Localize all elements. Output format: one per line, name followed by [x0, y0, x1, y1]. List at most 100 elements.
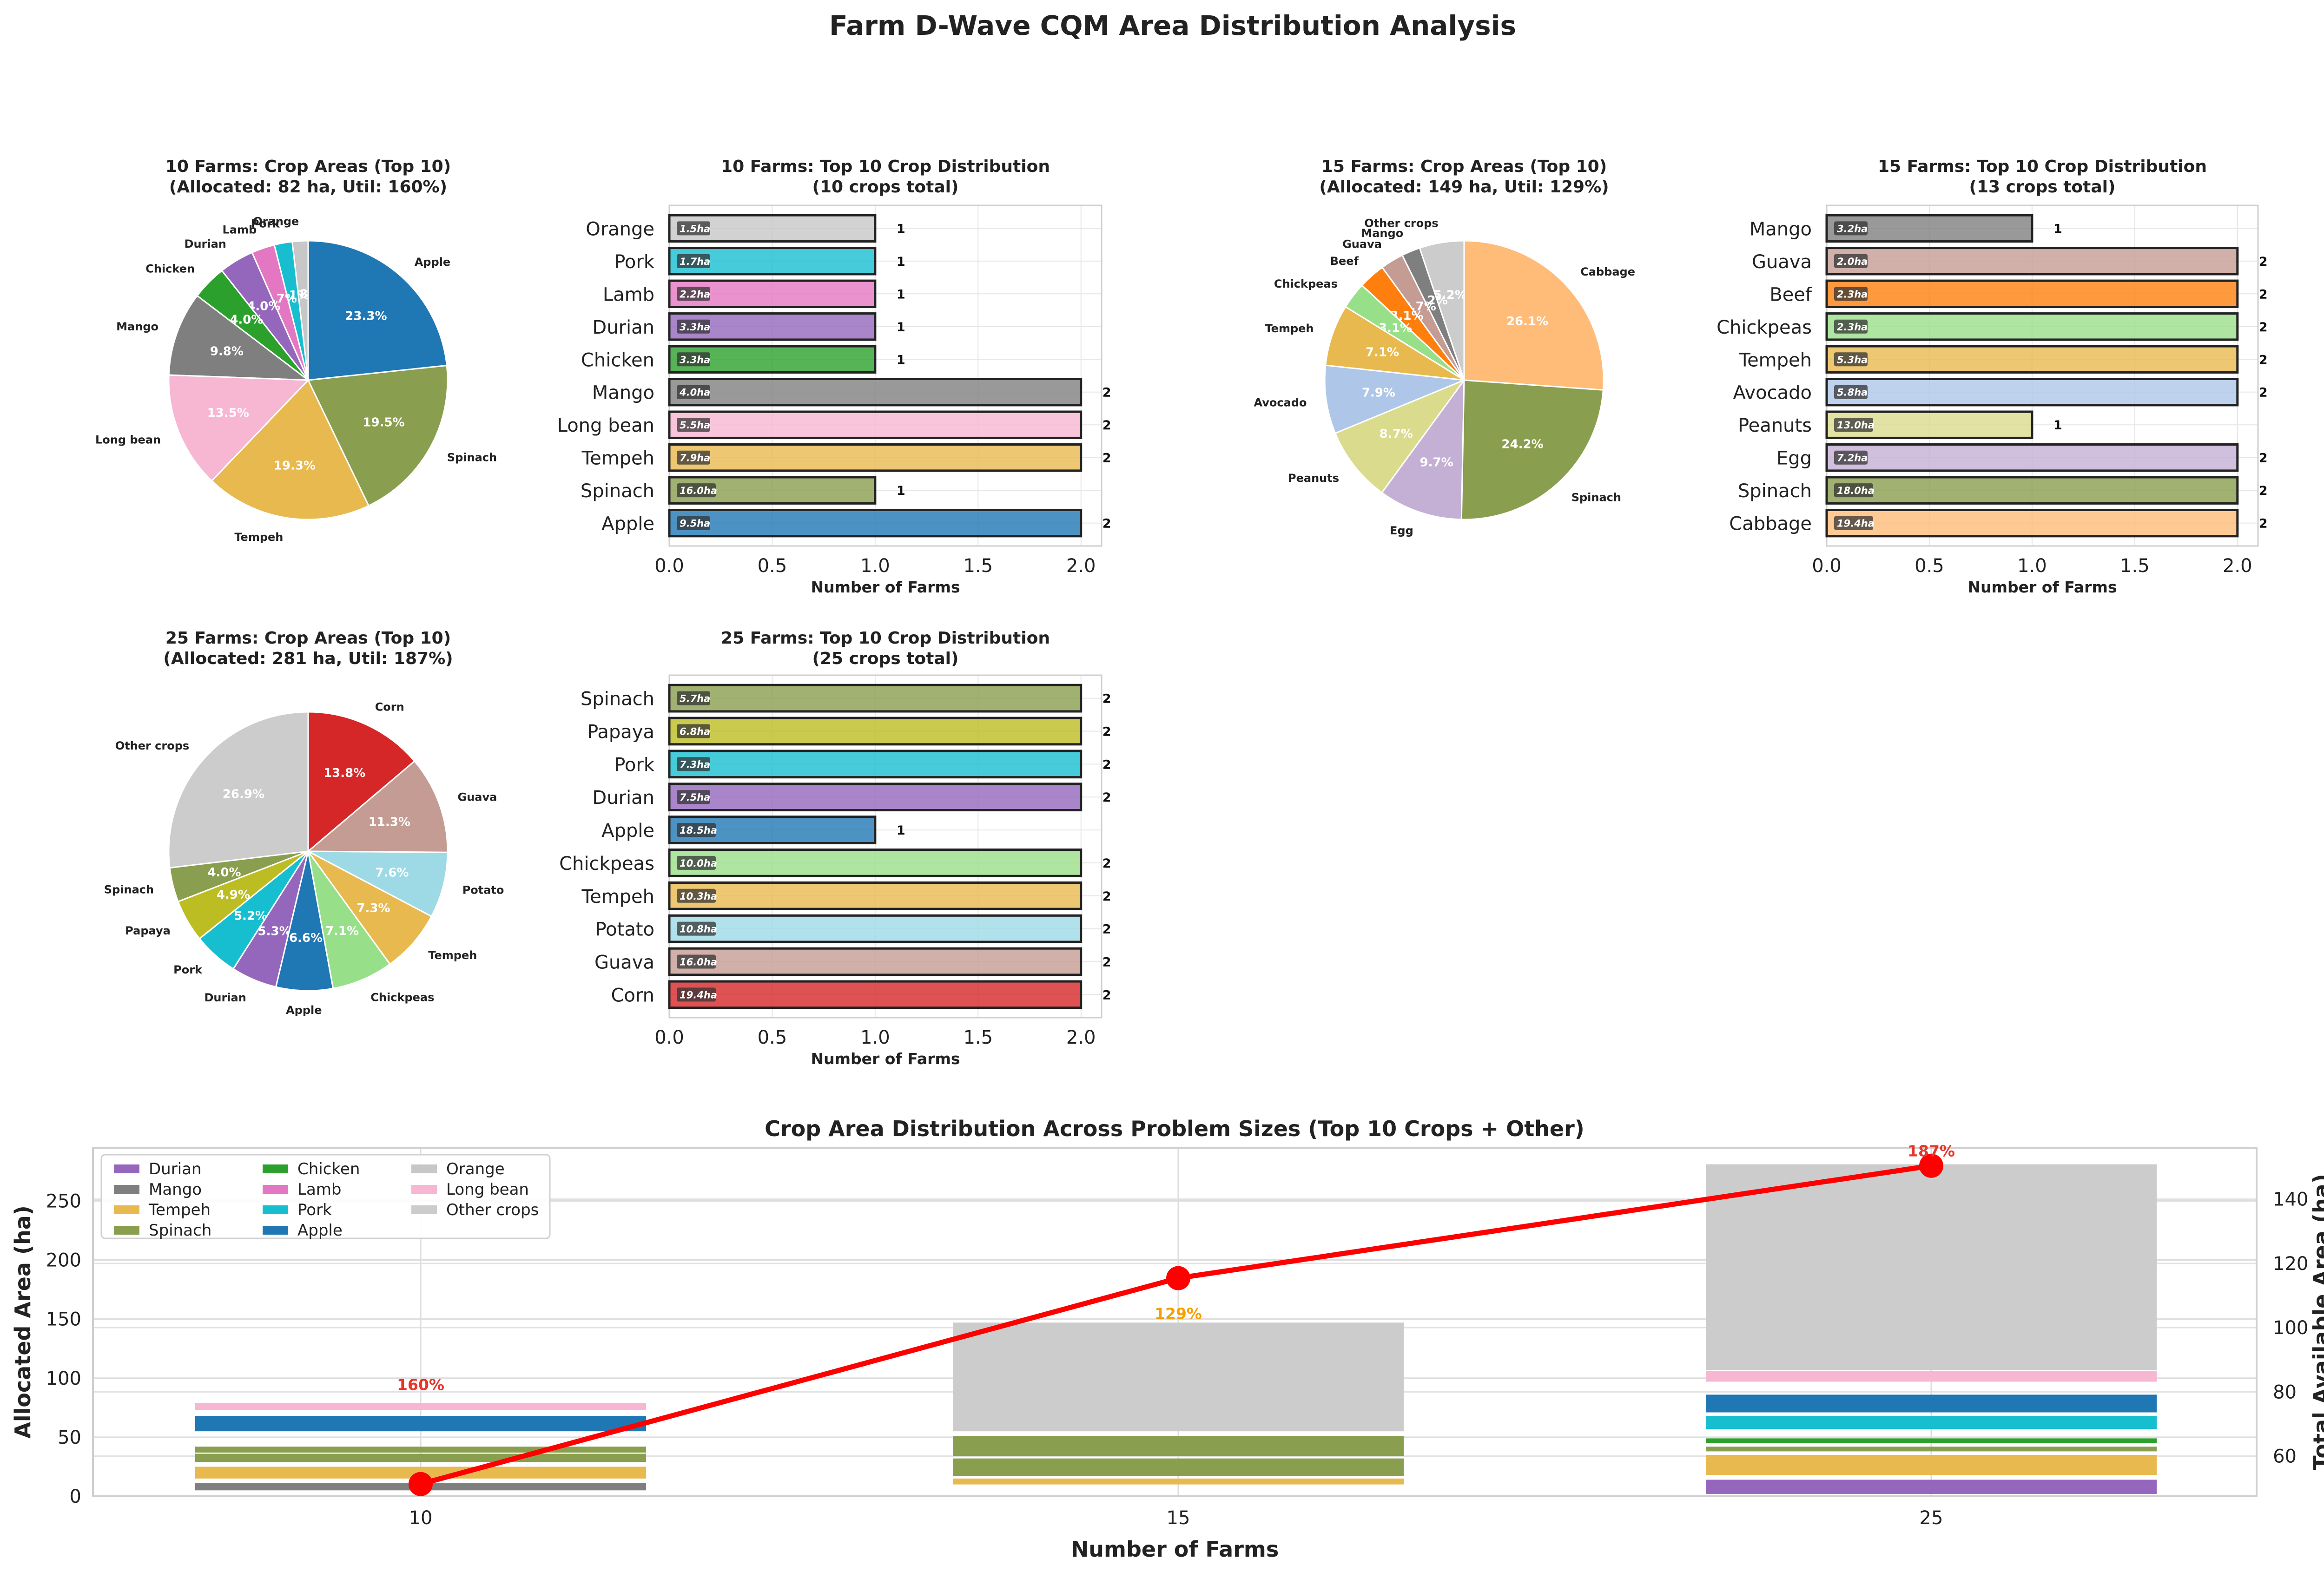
pie-label: Orange: [253, 215, 299, 228]
pie-label: Lamb: [223, 223, 257, 236]
legend-swatch-chicken: [263, 1164, 288, 1173]
y2-tick-label: 60: [2273, 1446, 2297, 1467]
y-tick-label: Egg: [1776, 448, 1812, 469]
area-label-box: [677, 287, 710, 301]
count-label: 1: [2053, 222, 2062, 236]
area-label-box: [677, 385, 710, 399]
pie-label: Guava: [1342, 237, 1382, 250]
pie-label: Mango: [116, 320, 158, 333]
pie-percent-label: 7.3%: [357, 901, 390, 915]
area-label-box: [677, 823, 716, 837]
area-label: 5.5ha: [680, 420, 710, 431]
count-label: 2: [2259, 320, 2268, 335]
pie-slice-other-crops: [168, 711, 309, 869]
area-label: 9.5ha: [680, 518, 710, 529]
pie-slice-apple: [307, 240, 448, 381]
y-tick-label: Chickpeas: [1717, 317, 1812, 338]
pie-label: Other crops: [115, 739, 189, 752]
y-tick-label: Potato: [595, 919, 654, 941]
bar-title: 25 Farms: Top 10 Crop Distribution: [721, 629, 1050, 648]
pie-percent-label: 24.2%: [1501, 437, 1543, 451]
stack-segment-spinach: [953, 1458, 1404, 1476]
area-label: 7.9ha: [680, 453, 710, 464]
area-label: 4.0ha: [679, 387, 710, 398]
area-label: 18.0ha: [1837, 485, 1875, 496]
pie-label: Durian: [185, 237, 226, 250]
count-label: 2: [2259, 287, 2268, 302]
legend-swatch-spinach: [114, 1226, 139, 1235]
pie-title: (Allocated: 82 ha, Util: 160%): [169, 178, 447, 197]
count-label: 2: [1103, 724, 1111, 739]
pie-slice-cabbage: [1463, 240, 1604, 391]
pie-label: Tempeh: [234, 531, 283, 544]
y-tick-label: Orange: [586, 218, 654, 240]
area-label-box: [677, 418, 710, 432]
pie-label: Egg: [1390, 524, 1413, 537]
y2-tick-label: 100: [2273, 1317, 2308, 1339]
legend-swatch-lamb: [263, 1185, 288, 1194]
count-label: 2: [1103, 386, 1111, 400]
area-label: 3.3ha: [680, 354, 710, 365]
x-tick-label: 0.0: [1812, 555, 1842, 577]
count-label: 2: [1103, 517, 1111, 531]
count-label: 2: [1103, 889, 1111, 904]
pie-slice-peanuts: [1334, 378, 1466, 494]
pie-percent-label: 26.1%: [1506, 315, 1548, 329]
area-label: 1.7ha: [680, 256, 710, 267]
y-tick-label: Peanuts: [1738, 415, 1812, 436]
pie-slice-tempeh: [1325, 306, 1465, 381]
x-tick-label: 0.0: [654, 555, 684, 577]
area-label-box: [677, 790, 710, 804]
y-tick-label: 100: [46, 1368, 81, 1389]
x-tick-label: 1.0: [860, 1027, 890, 1048]
pie-label: Chicken: [145, 262, 195, 275]
pie-title: (Allocated: 149 ha, Util: 129%): [1319, 178, 1609, 197]
bar-pork: [668, 750, 1083, 779]
pie-label: Potato: [462, 883, 504, 896]
y-tick-label: Mango: [592, 382, 654, 404]
bar-mango: [668, 378, 1083, 407]
x-tick-label: 25: [1920, 1507, 1943, 1529]
count-label: 1: [897, 484, 905, 498]
pie-label: Spinach: [447, 451, 497, 464]
count-label: 2: [2259, 353, 2268, 367]
y-tick-label: Apple: [601, 820, 654, 842]
legend-swatch-orange: [411, 1164, 437, 1173]
x-axis-label: Number of Farms: [811, 578, 960, 596]
legend-label: Durian: [149, 1160, 202, 1178]
bar-spinach: [1825, 476, 2239, 505]
area-label-box: [1834, 385, 1868, 399]
count-label: 2: [2259, 484, 2268, 498]
count-label: 2: [2259, 517, 2268, 531]
area-label: 18.5ha: [680, 825, 717, 836]
y-tick-label: Pork: [614, 754, 655, 776]
area-label: 2.3ha: [1837, 322, 1868, 333]
area-label: 19.4ha: [680, 989, 717, 1000]
y2-axis-label: Total Available Area (ha): [2309, 1174, 2324, 1470]
pie-percent-label: 26.9%: [223, 788, 264, 802]
count-label: 1: [897, 320, 905, 335]
bar-guava: [1825, 247, 2239, 276]
pie-label: Apple: [286, 1004, 322, 1017]
pie-chart: Orange1.8%Pork2.1%Lamb2.7%Durian4.0%Chic…: [95, 215, 497, 544]
area-label: 3.3ha: [680, 322, 710, 333]
bar-spinach: [668, 684, 1083, 713]
legend-label: Pork: [297, 1201, 332, 1219]
line-marker: [1919, 1153, 1943, 1178]
stack-segment-spinach: [195, 1454, 646, 1462]
pie-slice-potato: [308, 850, 449, 918]
area-label: 2.0ha: [1837, 256, 1868, 267]
bar-egg: [1825, 443, 2239, 472]
y-tick-label: 200: [46, 1250, 81, 1271]
plot-frame: [668, 674, 1103, 1019]
combo-chart: Crop Area Distribution Across Problem Si…: [10, 1116, 2324, 1562]
area-label: 6.8ha: [680, 726, 710, 737]
area-label: 19.4ha: [1837, 518, 1875, 529]
pie-label: Pork: [251, 217, 280, 230]
x-tick-label: 0.5: [758, 1027, 787, 1048]
pie-title: 15 Farms: Crop Areas (Top 10): [1321, 157, 1607, 176]
legend-swatch-mango: [114, 1185, 139, 1194]
pie-title: 10 Farms: Crop Areas (Top 10): [165, 157, 451, 176]
pie-label: Chickpeas: [1274, 277, 1338, 290]
pie-percent-label: 9.7%: [1420, 455, 1453, 469]
